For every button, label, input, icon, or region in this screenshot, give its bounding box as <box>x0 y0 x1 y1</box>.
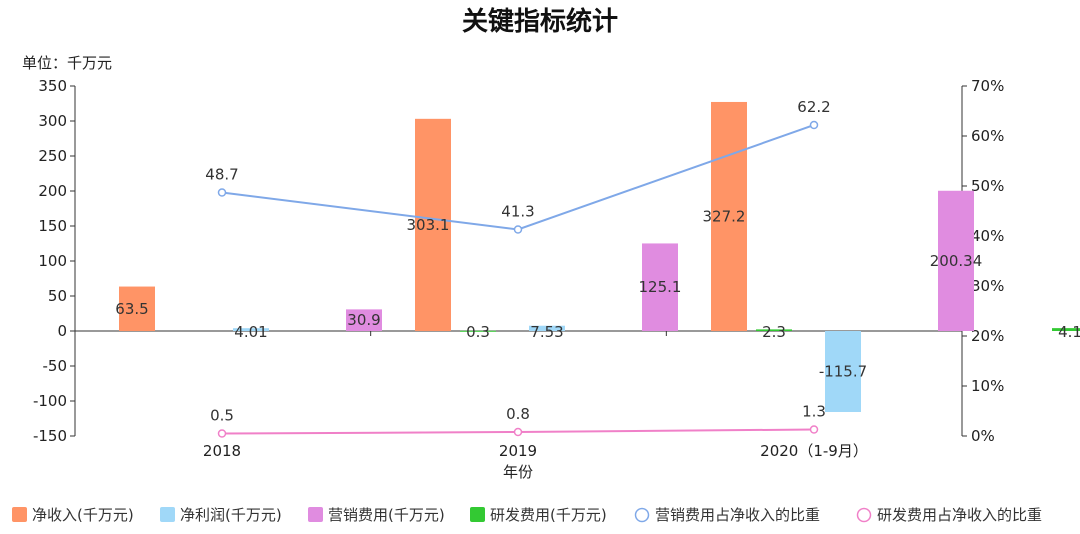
chart-title: 关键指标统计 <box>462 6 618 37</box>
line-label: 48.7 <box>205 166 238 184</box>
legend-item-4[interactable]: 营销费用占净收入的比重 <box>636 506 821 524</box>
bar-label: 4.1 <box>1058 323 1080 341</box>
right-tick-label: 70% <box>971 77 1004 95</box>
legend-label: 净收入(千万元) <box>32 506 134 524</box>
line-label: 1.3 <box>802 403 826 421</box>
left-tick-label: 300 <box>38 112 67 130</box>
x-tick-label: 2019 <box>499 442 537 460</box>
right-tick-label: 30% <box>971 277 1004 295</box>
data-labels: 63.5 303.1 327.2 4.01 7.53 -115.7 30.9 125.1 200… <box>115 98 1080 425</box>
legend-swatch <box>308 507 323 522</box>
left-tick-label: 100 <box>38 252 67 270</box>
line-point-0-0[interactable] <box>219 189 226 196</box>
legend-item-0[interactable]: 净收入(千万元) <box>12 506 134 524</box>
left-tick-label: 0 <box>57 322 67 340</box>
legend-item-1[interactable]: 净利润(千万元) <box>160 506 282 524</box>
bar-label: 327.2 <box>703 207 746 225</box>
legend-item-2[interactable]: 营销费用(千万元) <box>308 506 445 524</box>
legend-label: 营销费用占净收入的比重 <box>655 506 820 524</box>
legend-swatch <box>160 507 175 522</box>
legend-label: 研发费用(千万元) <box>490 506 607 524</box>
legend-swatch <box>470 507 485 522</box>
bar-label: 125.1 <box>639 278 682 296</box>
line-point-1-1[interactable] <box>515 429 522 436</box>
legend-label: 研发费用占净收入的比重 <box>877 506 1042 524</box>
unit-label: 单位：千万元 <box>22 54 112 72</box>
left-tick-label: -100 <box>33 392 67 410</box>
line-label: 62.2 <box>797 98 830 116</box>
bar-label: 63.5 <box>115 300 148 318</box>
right-tick-label: 50% <box>971 177 1004 195</box>
left-tick-label: 350 <box>38 77 67 95</box>
right-tick-label: 0% <box>971 427 995 445</box>
left-tick-label: 200 <box>38 182 67 200</box>
left-tick-label: 50 <box>48 287 67 305</box>
bar-label: 30.9 <box>347 311 380 329</box>
x-axis-title: 年份 <box>503 463 533 481</box>
left-tick-label: -50 <box>43 357 68 375</box>
bar-label: 0.3 <box>466 323 490 341</box>
legend-swatch <box>858 509 871 522</box>
bar-label: 2.3 <box>762 323 786 341</box>
right-tick-label: 60% <box>971 127 1004 145</box>
right-tick-label: 40% <box>971 227 1004 245</box>
right-tick-label: 10% <box>971 377 1004 395</box>
left-tick-label: 150 <box>38 217 67 235</box>
line-label: 0.5 <box>210 407 234 425</box>
legend-item-3[interactable]: 研发费用(千万元) <box>470 506 607 524</box>
line-point-1-0[interactable] <box>219 430 226 437</box>
left-tick-label: -150 <box>33 427 67 445</box>
line-point-0-2[interactable] <box>811 122 818 129</box>
line-point-0-1[interactable] <box>515 226 522 233</box>
chart: 关键指标统计 单位：千万元 年份 350 300 250 200 150 100 50 0 -5… <box>0 0 1080 534</box>
right-tick-label: 20% <box>971 327 1004 345</box>
legend-item-5[interactable]: 研发费用占净收入的比重 <box>858 506 1043 524</box>
bar-label: 303.1 <box>407 216 450 234</box>
x-tick-label: 2020（1-9月） <box>760 442 868 460</box>
legend-label: 营销费用(千万元) <box>328 506 445 524</box>
bar-label: 4.01 <box>234 323 267 341</box>
line-point-1-2[interactable] <box>811 426 818 433</box>
line-label: 41.3 <box>501 203 534 221</box>
legend-label: 净利润(千万元) <box>180 506 282 524</box>
legend-swatch <box>12 507 27 522</box>
line-label: 0.8 <box>506 405 530 423</box>
legend-swatch <box>636 509 649 522</box>
bar-label: 7.53 <box>530 323 563 341</box>
bar-label: 200.34 <box>930 252 983 270</box>
left-tick-label: 250 <box>38 147 67 165</box>
bar-label: -115.7 <box>819 362 867 380</box>
legend[interactable]: 净收入(千万元) 净利润(千万元) 营销费用(千万元) 研发费用(千万元) 营销费用占净… <box>12 506 1042 524</box>
x-tick-label: 2018 <box>203 442 241 460</box>
